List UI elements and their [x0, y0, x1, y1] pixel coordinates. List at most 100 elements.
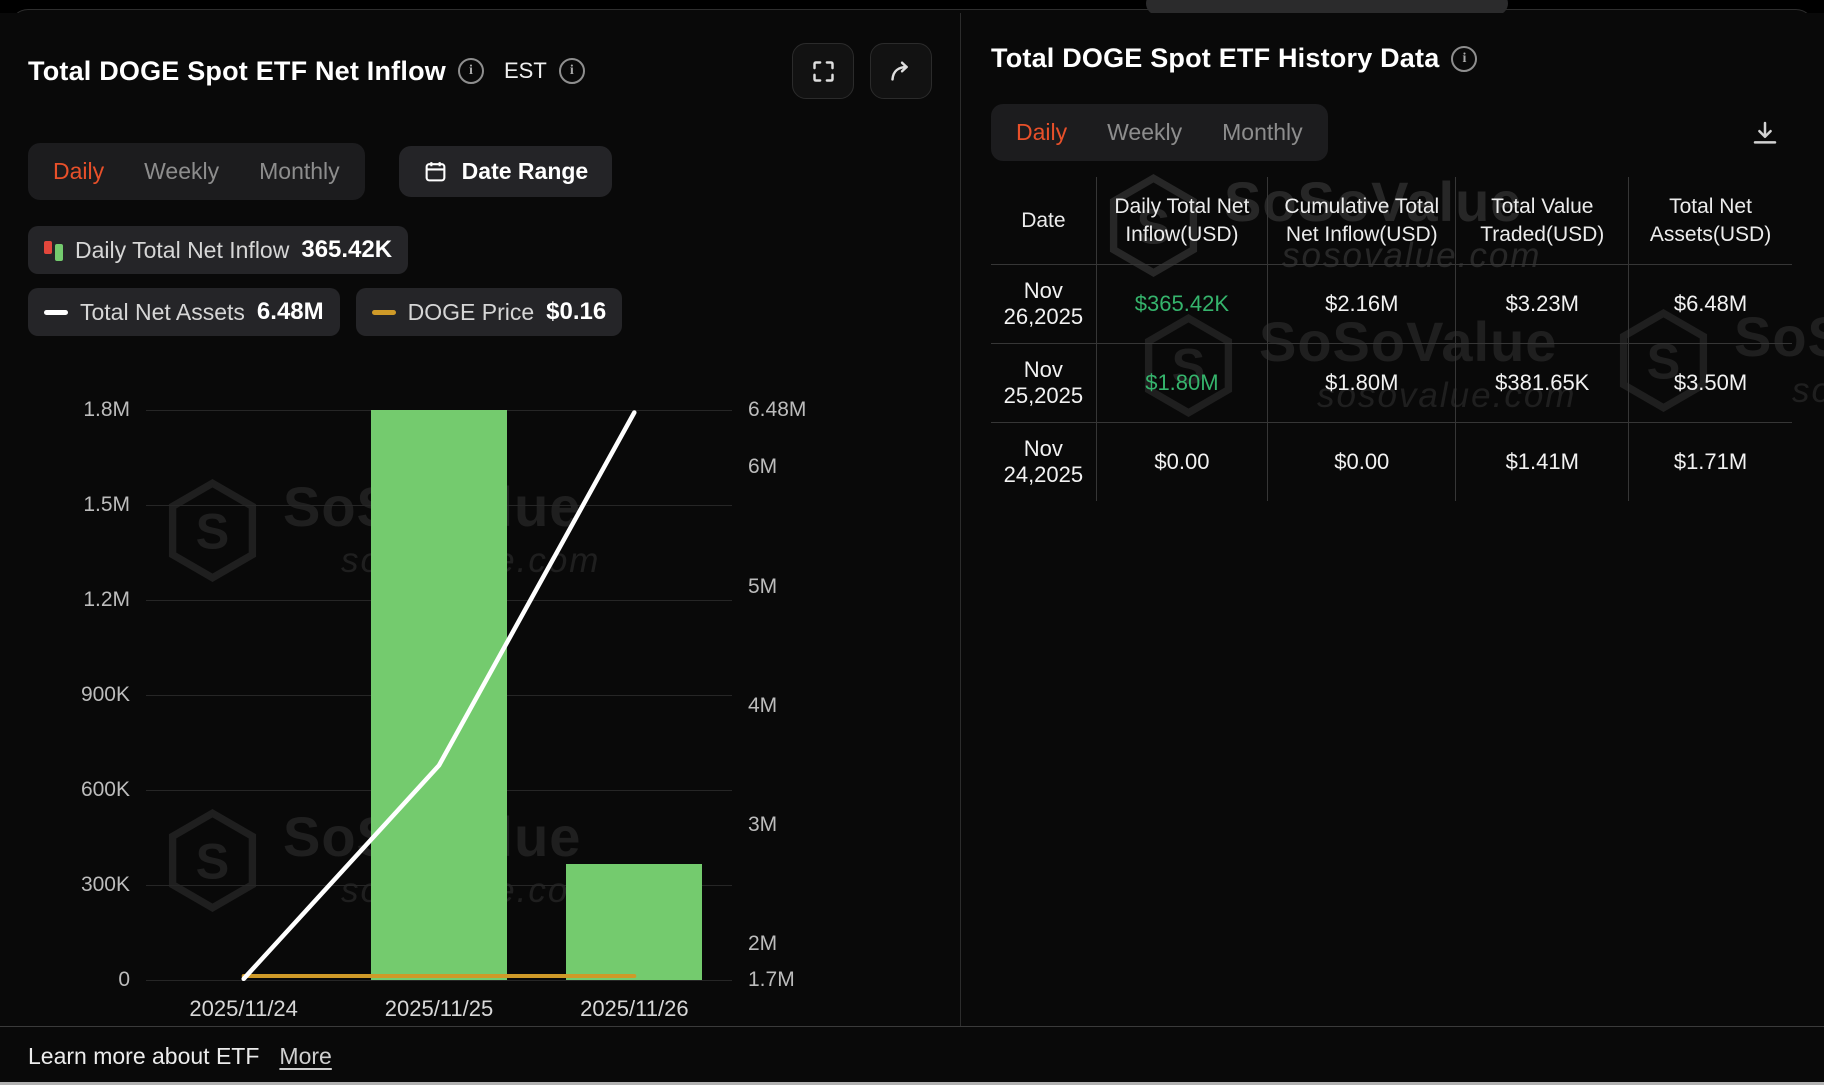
cell-value: $365.42K [1095, 264, 1269, 345]
cell-date: Nov 24,2025 [990, 422, 1097, 502]
legend-total-net-assets[interactable]: Total Net Assets 6.48M [28, 288, 340, 336]
net-assets-line [241, 410, 637, 982]
column-header: Cumulative Total Net Inflow(USD) [1267, 176, 1457, 266]
legend-label: DOGE Price [407, 298, 535, 325]
cell-value: $1.41M [1455, 422, 1630, 502]
cell-value: $1.71M [1628, 422, 1793, 502]
history-period-tabs: Daily Weekly Monthly [991, 104, 1328, 161]
y-axis-left-tick: 600K [80, 778, 130, 801]
table-header-row: Date Daily Total Net Inflow(USD) Cumulativ… [990, 176, 1793, 266]
top-scroll-pill [1146, 0, 1508, 13]
bar-legend-icon [44, 239, 63, 261]
legend-row: Total Net Assets 6.48M DOGE Price $0.16 [28, 288, 932, 336]
y-axis-right: 1.7M 2M 3M 4M 5M 6M 6.48M [732, 398, 828, 991]
cell-value: $3.50M [1628, 343, 1793, 424]
column-header: Total Value Traded(USD) [1455, 176, 1630, 266]
table-row: Nov 24,2025 $0.00 $0.00 $1.41M $1.71M [990, 422, 1793, 502]
gridline [146, 980, 732, 981]
line-legend-icon [44, 309, 68, 315]
y-axis-left-tick: 1.8M [83, 398, 130, 421]
legend-doge-price[interactable]: DOGE Price $0.16 [355, 288, 623, 336]
column-header: Date [990, 176, 1097, 266]
legend-label: Daily Total Net Inflow [75, 236, 290, 263]
chart-header: Total DOGE Spot ETF Net Inflow i EST i [28, 43, 932, 99]
net-inflow-panel: Total DOGE Spot ETF Net Inflow i EST i D… [0, 13, 960, 1026]
download-button[interactable] [1744, 117, 1786, 149]
line-legend-icon [371, 309, 396, 315]
plot-column: 2025/11/24 2025/11/25 2025/11/26 [146, 410, 732, 1022]
column-header: Total Net Assets(USD) [1628, 176, 1793, 266]
cell-value: $2.16M [1267, 264, 1457, 345]
history-controls: Daily Weekly Monthly [991, 104, 1792, 161]
footer-more-link[interactable]: More [279, 1042, 332, 1069]
history-tab-weekly[interactable]: Weekly [1107, 119, 1183, 145]
y-axis-left-tick: 300K [80, 873, 130, 896]
x-axis: 2025/11/24 2025/11/25 2025/11/26 [146, 996, 732, 1022]
history-tab-daily[interactable]: Daily [1016, 119, 1068, 145]
fullscreen-button[interactable] [792, 43, 854, 99]
y-axis-right-tick: 3M [748, 813, 778, 836]
y-axis-left-tick: 900K [80, 683, 130, 706]
plot-area [146, 410, 732, 982]
legend-value: 6.48M [256, 298, 324, 325]
info-icon[interactable]: i [1451, 45, 1478, 72]
y-axis-left-tick: 0 [118, 968, 130, 991]
date-range-button[interactable]: Date Range [398, 146, 613, 197]
legend-daily-net-inflow[interactable]: Daily Total Net Inflow 365.42K [28, 226, 409, 274]
chart-title: Total DOGE Spot ETF Net Inflow [28, 55, 446, 86]
top-strip [0, 0, 1824, 13]
history-tab-monthly[interactable]: Monthly [1222, 119, 1303, 145]
x-axis-label: 2025/11/25 [384, 996, 494, 1021]
x-axis-label: 2025/11/26 [580, 996, 689, 1021]
y-axis-right-tick: 4M [748, 693, 778, 717]
inflow-bar[interactable] [566, 864, 703, 980]
cell-value: $1.80M [1095, 343, 1269, 424]
table-row: Nov 25,2025 $1.80M $1.80M $381.65K $3.50M [990, 343, 1793, 424]
fullscreen-icon [812, 60, 834, 82]
y-axis-right-tick: 6.48M [748, 398, 807, 421]
footer-text: Learn more about ETF [28, 1042, 260, 1069]
inflow-bar[interactable] [371, 410, 507, 980]
inflow-chart: 0 300K 600K 900K 1.2M 1.5M 1.8M 2025/11/24 2025… [28, 398, 932, 1022]
footer: Learn more about ETF More [0, 1026, 1824, 1085]
legend-row: Daily Total Net Inflow 365.42K [28, 226, 932, 274]
legend-value: 365.42K [301, 236, 393, 263]
cell-date: Nov 25,2025 [990, 343, 1097, 424]
history-table: Date Daily Total Net Inflow(USD) Cumulativ… [990, 176, 1793, 502]
chart-header-buttons [792, 43, 932, 99]
cell-value: $0.00 [1095, 422, 1269, 502]
table-title: Total DOGE Spot ETF History Data [991, 43, 1440, 73]
share-button[interactable] [870, 43, 932, 99]
info-icon[interactable]: i [558, 58, 585, 84]
y-axis-left-tick: 1.5M [83, 493, 130, 516]
chart-controls: Daily Weekly Monthly Date Range [28, 143, 932, 200]
y-axis-right-tick: 1.7M [748, 968, 795, 991]
y-axis-right-tick: 2M [748, 932, 778, 956]
est-label: EST [503, 58, 547, 83]
table-row: Nov 26,2025 $365.42K $2.16M $3.23M $6.48M [990, 264, 1793, 345]
cell-value: $1.80M [1267, 343, 1457, 424]
column-header: Daily Total Net Inflow(USD) [1095, 176, 1269, 266]
legend-label: Total Net Assets [80, 298, 245, 325]
y-axis-right-tick: 5M [748, 574, 778, 598]
cell-value: $3.23M [1455, 264, 1630, 345]
y-axis-left-tick: 1.2M [83, 588, 130, 611]
y-axis-left: 0 300K 600K 900K 1.2M 1.5M 1.8M [28, 398, 146, 991]
table-header-bar: Total DOGE Spot ETF History Data i [991, 43, 1792, 74]
share-icon [890, 60, 908, 81]
main-content: Total DOGE Spot ETF Net Inflow i EST i D… [0, 13, 1824, 1026]
chart-tab-daily[interactable]: Daily [53, 158, 105, 184]
cell-date: Nov 26,2025 [990, 264, 1097, 345]
watermark-domain: sosovalue.com [1792, 370, 1824, 410]
history-data-panel: Total DOGE Spot ETF History Data i Daily… [961, 13, 1824, 1026]
download-icon [1753, 121, 1777, 144]
chart-lines [241, 410, 637, 982]
chart-tab-weekly[interactable]: Weekly [144, 158, 220, 184]
date-range-label: Date Range [461, 158, 589, 184]
chart-tab-monthly[interactable]: Monthly [259, 158, 340, 184]
legend-value: $0.16 [546, 298, 607, 325]
panel-divider [960, 13, 961, 1026]
info-icon[interactable]: i [457, 58, 484, 84]
y-axis-right-tick: 6M [748, 455, 778, 479]
x-axis-label: 2025/11/24 [189, 996, 298, 1021]
